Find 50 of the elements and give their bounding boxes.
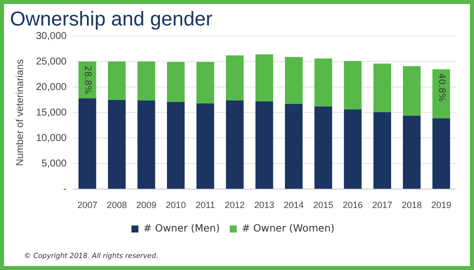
bar <box>137 100 156 189</box>
x-tick-label: 2017 <box>372 200 392 210</box>
x-tick-label: 2012 <box>224 200 245 210</box>
x-tick-label: 2011 <box>196 200 215 210</box>
bar <box>226 100 244 189</box>
x-tick-label: 2009 <box>136 200 156 210</box>
y-tick-label: 15,000 <box>36 107 68 118</box>
x-tick-label: 2007 <box>77 200 98 210</box>
bar <box>284 104 303 189</box>
y-tick-label: 25,000 <box>36 56 68 68</box>
y-tick-label: 30,000 <box>36 30 68 42</box>
bar <box>226 55 244 100</box>
bar <box>108 62 126 100</box>
bar <box>344 61 362 110</box>
legend-label: # Owner (Men) <box>143 224 220 235</box>
x-tick-label: 2019 <box>431 200 452 210</box>
bar <box>402 66 421 116</box>
legend-label: # Owner (Women) <box>242 224 335 235</box>
bar <box>373 112 392 189</box>
bar <box>284 56 303 104</box>
bar <box>255 101 274 189</box>
bar <box>196 103 214 189</box>
x-tick-label: 2018 <box>402 200 422 210</box>
chart-title: Ownership and gender <box>10 8 213 31</box>
bar <box>432 118 450 189</box>
bar <box>166 102 185 189</box>
bar <box>402 116 421 189</box>
x-tick-label: 2014 <box>284 200 304 210</box>
x-tick-label: 2008 <box>106 200 127 210</box>
bar <box>78 98 96 189</box>
y-tick-label: - <box>63 184 67 195</box>
x-tick-label: 2010 <box>166 200 186 210</box>
bar <box>314 106 332 189</box>
bar <box>108 100 126 189</box>
y-axis-title: Number of veterinarians <box>14 59 26 166</box>
y-tick-label: 10,000 <box>36 132 68 144</box>
bar <box>196 62 214 104</box>
bar <box>314 58 332 106</box>
bar <box>344 110 362 189</box>
bar <box>137 62 156 100</box>
bar <box>166 62 185 102</box>
x-tick-label: 2016 <box>342 200 363 210</box>
y-tick-label: 5,000 <box>42 158 68 170</box>
bar <box>255 54 274 102</box>
x-tick-label: 2015 <box>313 200 334 210</box>
y-tick-label: 20,000 <box>36 82 68 93</box>
annotation: 28.8% <box>82 66 92 95</box>
x-tick-label: 2013 <box>254 200 274 210</box>
bar <box>373 64 392 112</box>
annotation: 40.8% <box>436 73 446 102</box>
